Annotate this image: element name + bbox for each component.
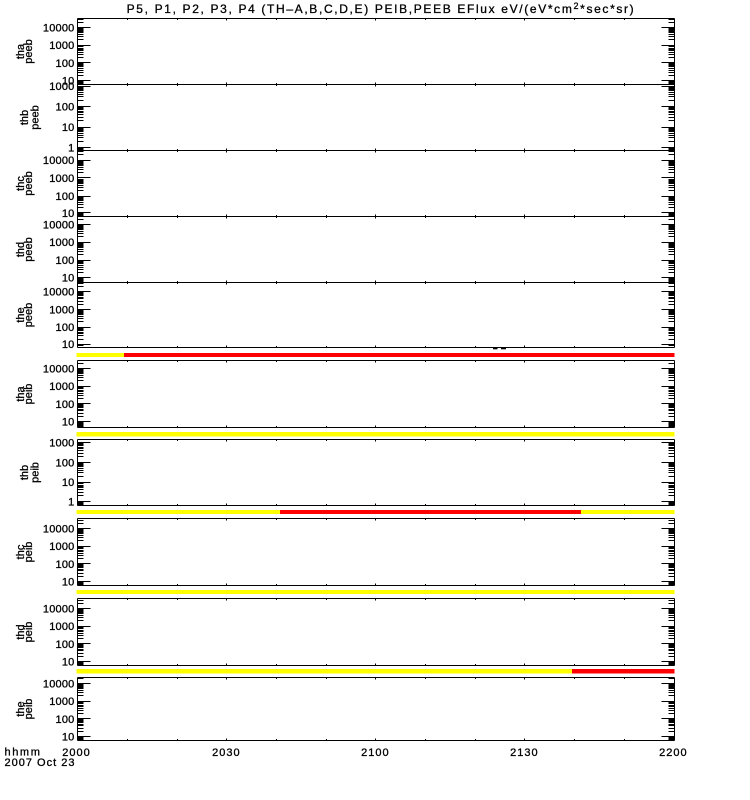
svg-text:100: 100 [56,255,75,267]
svg-text:peeb: peeb [23,39,35,63]
svg-text:1000: 1000 [49,173,74,185]
svg-text:2130: 2130 [510,747,538,759]
svg-text:100: 100 [56,714,75,726]
svg-text:10: 10 [62,417,75,429]
svg-text:thd: thd [15,242,27,257]
svg-text:10: 10 [62,76,75,88]
svg-text:1000: 1000 [49,81,74,93]
svg-text:100: 100 [56,559,75,571]
svg-text:1000: 1000 [49,40,74,52]
svg-text:1000: 1000 [49,541,74,553]
svg-text:10: 10 [62,577,75,589]
svg-text:1: 1 [68,497,74,509]
svg-text:peeb: peeb [23,237,35,261]
svg-text:10: 10 [62,122,75,134]
svg-text:tha: tha [15,385,27,401]
svg-text:peeb: peeb [23,303,35,327]
svg-text:10: 10 [62,732,75,744]
svg-text:10: 10 [62,477,75,489]
svg-text:P5, P1, P2, P3, P4 (TH–A,B,C,D: P5, P1, P2, P3, P4 (TH–A,B,C,D,E) PEIB,P… [127,1,636,16]
svg-text:10000: 10000 [43,287,75,299]
svg-text:thb: thb [19,465,31,480]
svg-text:peeb: peeb [30,105,42,129]
svg-text:10000: 10000 [43,22,75,34]
svg-text:1000: 1000 [49,237,74,249]
svg-text:10: 10 [62,208,75,220]
svg-text:the: the [15,307,27,322]
svg-text:thc: thc [15,176,27,191]
svg-text:thc: thc [15,544,27,559]
svg-text:peeb: peeb [23,171,35,195]
svg-text:1000: 1000 [49,304,74,316]
svg-text:peib: peib [23,384,35,405]
svg-text:100: 100 [56,191,75,203]
svg-text:peib: peib [30,462,42,483]
svg-text:2030: 2030 [212,747,240,759]
svg-text:10000: 10000 [43,523,75,535]
svg-text:10: 10 [62,339,75,351]
svg-text:2100: 2100 [361,747,389,759]
svg-text:2007 Oct 23: 2007 Oct 23 [5,757,76,769]
svg-text:2000: 2000 [62,747,90,759]
svg-text:peib: peib [23,699,35,720]
svg-text:peib: peib [23,622,35,643]
svg-text:tha: tha [15,43,27,59]
svg-text:peib: peib [23,542,35,563]
svg-text:10000: 10000 [43,678,75,690]
svg-text:100: 100 [56,399,75,411]
svg-text:thb: thb [19,110,31,125]
svg-text:thd: thd [15,624,27,639]
svg-text:10000: 10000 [43,363,75,375]
svg-text:1000: 1000 [49,621,74,633]
svg-text:1000: 1000 [49,438,74,450]
svg-text:10000: 10000 [43,155,75,167]
svg-text:10: 10 [62,273,75,285]
svg-text:the: the [15,701,27,716]
svg-text:100: 100 [56,102,75,114]
svg-text:1: 1 [68,142,74,154]
svg-text:1000: 1000 [49,381,74,393]
svg-text:100: 100 [56,58,75,70]
svg-text:10: 10 [62,657,75,669]
svg-text:100: 100 [56,639,75,651]
svg-text:hhmm: hhmm [5,747,42,759]
svg-text:10000: 10000 [43,220,75,232]
svg-text:2200: 2200 [659,747,687,759]
svg-text:100: 100 [56,457,75,469]
svg-text:100: 100 [56,322,75,334]
svg-text:1000: 1000 [49,696,74,708]
svg-text:10000: 10000 [43,603,75,615]
